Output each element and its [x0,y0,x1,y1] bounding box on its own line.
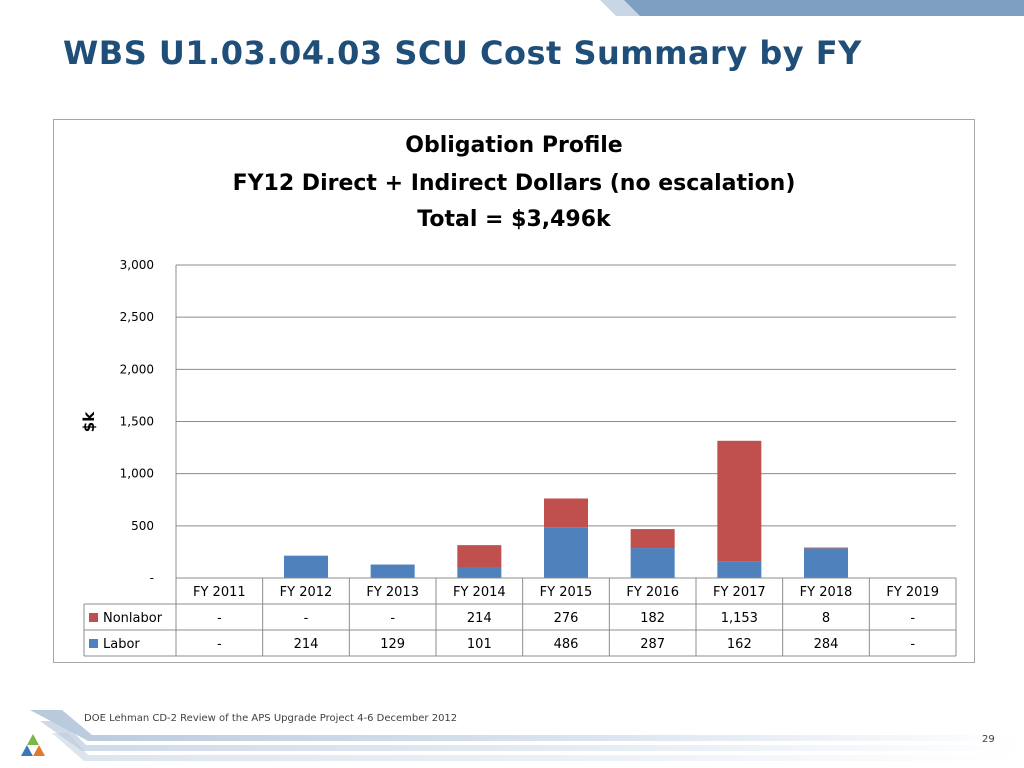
data-label-labor: 284 [814,637,839,652]
x-category-label: FY 2012 [280,585,333,600]
bar-labor-fy-2015 [544,527,588,578]
argonne-logo-icon [21,734,45,756]
bar-labor-fy-2017 [717,561,762,578]
bar-labor-fy-2018 [804,548,848,578]
data-label-labor: 214 [294,637,319,652]
y-tick-label: 2,500 [120,310,154,324]
data-label-nonlabor: 1,153 [721,611,758,626]
bar-nonlabor-fy-2014 [457,545,502,568]
data-label-labor: 101 [467,637,492,652]
y-tick-label: 500 [131,519,154,533]
y-tick-label: 1,500 [120,415,154,429]
data-label-labor: 287 [640,637,665,652]
data-label-labor: 162 [727,637,752,652]
bar-nonlabor-fy-2015 [544,498,588,528]
x-category-label: FY 2016 [626,585,679,600]
data-label-labor: - [910,637,915,652]
bar-labor-fy-2013 [370,564,415,578]
x-category-label: FY 2013 [366,585,419,600]
legend-label-nonlabor: Nonlabor [103,611,163,626]
slide-title: WBS U1.03.04.03 SCU Cost Summary by FY [63,34,862,72]
data-label-nonlabor: 276 [554,611,579,626]
legend-swatch-labor [89,639,98,648]
legend-swatch-nonlabor [89,613,98,622]
bar-nonlabor-fy-2016 [630,529,675,549]
obligation-profile-chart: Obligation Profile FY12 Direct + Indirect… [80,133,957,657]
data-label-nonlabor: - [390,611,395,626]
x-category-label: FY 2019 [886,585,939,600]
footer-text: DOE Lehman CD-2 Review of the APS Upgrad… [84,713,458,724]
y-tick-label: 3,000 [120,258,154,272]
data-label-nonlabor: - [217,611,222,626]
top-decoration-bar [600,0,1024,16]
x-category-label: FY 2011 [193,585,246,600]
data-label-nonlabor: 214 [467,611,492,626]
data-label-nonlabor: 182 [640,611,665,626]
bar-labor-fy-2014 [457,567,502,578]
chart-title-line-2: FY12 Direct + Indirect Dollars (no escal… [233,171,796,196]
footer-decoration [30,710,1024,761]
x-category-label: FY 2017 [713,585,766,600]
x-category-label: FY 2014 [453,585,506,600]
x-category-label: FY 2015 [540,585,593,600]
data-label-nonlabor: 8 [822,611,830,626]
data-label-nonlabor: - [910,611,915,626]
bar-labor-fy-2012 [284,555,328,578]
data-label-labor: - [217,637,222,652]
bar-nonlabor-fy-2018 [804,547,848,549]
bar-labor-fy-2016 [630,548,675,578]
bar-nonlabor-fy-2017 [717,440,762,562]
x-category-label: FY 2018 [800,585,853,600]
chart-title-line-3: Total = $3,496k [417,207,612,232]
y-tick-label: - [150,571,154,585]
y-tick-label: 1,000 [120,467,154,481]
data-label-labor: 486 [554,637,579,652]
chart-frame: Obligation Profile FY12 Direct + Indirect… [53,119,975,663]
chart-title-line-1: Obligation Profile [405,133,622,158]
y-axis-label: $k [80,411,98,432]
data-label-labor: 129 [380,637,405,652]
legend-label-labor: Labor [103,637,140,652]
page-number: 29 [982,734,995,745]
y-tick-label: 2,000 [120,362,154,376]
data-label-nonlabor: - [304,611,309,626]
